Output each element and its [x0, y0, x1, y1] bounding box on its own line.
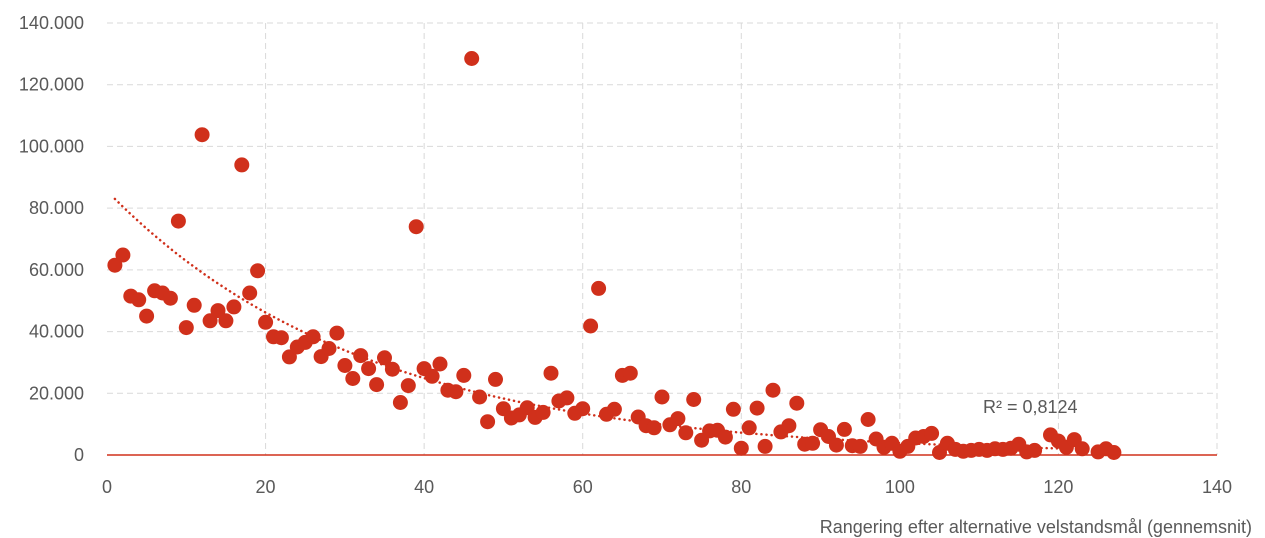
data-point — [583, 318, 599, 334]
data-point — [606, 401, 622, 417]
y-tick-label: 40.000 — [29, 322, 84, 342]
data-point — [273, 330, 289, 346]
data-point — [369, 377, 385, 393]
y-tick-label: 100.000 — [19, 136, 84, 156]
data-point — [337, 358, 353, 373]
data-point — [305, 329, 321, 345]
data-point — [345, 371, 361, 386]
data-point — [408, 219, 424, 235]
data-point — [218, 313, 234, 329]
x-axis-tick-labels: 0 20 40 60 80 100 120 140 — [102, 477, 1232, 497]
data-point — [765, 382, 781, 398]
data-point — [353, 348, 369, 364]
data-point — [622, 365, 638, 381]
x-tick-label: 40 — [414, 477, 434, 497]
data-point — [733, 440, 749, 456]
trendline — [113, 197, 1116, 452]
data-point — [488, 371, 503, 387]
data-point — [654, 389, 670, 405]
data-point — [242, 285, 258, 301]
x-tick-label: 0 — [102, 477, 112, 497]
data-point — [789, 395, 805, 411]
data-point — [464, 51, 480, 66]
data-point — [575, 401, 591, 417]
data-point — [178, 320, 194, 336]
x-tick-label: 140 — [1202, 477, 1232, 497]
data-point — [377, 350, 392, 366]
data-point — [448, 384, 464, 400]
data-point — [170, 213, 186, 229]
data-point — [749, 400, 765, 416]
y-tick-label: 20.000 — [29, 383, 84, 403]
data-point — [107, 257, 123, 273]
data-point — [456, 367, 472, 383]
x-tick-label: 80 — [731, 477, 751, 497]
data-point — [717, 429, 733, 445]
y-tick-label: 0 — [74, 445, 84, 465]
data-point — [852, 438, 868, 454]
gridlines — [107, 22, 1218, 455]
data-point — [226, 299, 242, 315]
data-point — [392, 395, 408, 410]
data-points — [107, 51, 1122, 460]
data-point — [162, 290, 178, 306]
data-point — [432, 356, 448, 372]
data-point — [115, 247, 131, 263]
x-tick-label: 100 — [885, 477, 915, 497]
y-tick-label: 80.000 — [29, 198, 84, 218]
data-point — [250, 263, 266, 279]
data-point — [329, 325, 345, 341]
trendline-group — [113, 197, 1116, 452]
data-point — [670, 411, 686, 427]
data-point — [210, 303, 226, 319]
data-point — [781, 418, 797, 434]
y-tick-label: 120.000 — [19, 75, 84, 95]
data-point — [400, 378, 416, 394]
data-point — [258, 314, 274, 330]
data-point — [480, 414, 496, 430]
y-axis-tick-labels: 0 20.000 40.000 60.000 80.000 100.000 120.000 1… — [19, 13, 84, 465]
data-point — [424, 368, 440, 384]
y-tick-label: 140.000 — [19, 13, 84, 33]
data-point — [924, 425, 940, 441]
y-tick-label: 60.000 — [29, 260, 84, 280]
data-point — [321, 341, 337, 356]
r-squared-label: R² = 0,8124 — [983, 397, 1078, 417]
data-point — [757, 438, 773, 454]
data-point — [1074, 441, 1090, 457]
data-point — [686, 392, 702, 407]
x-tick-label: 20 — [256, 477, 276, 497]
data-point — [361, 361, 377, 377]
data-point — [741, 420, 757, 436]
data-point — [234, 157, 250, 173]
data-point — [725, 401, 741, 417]
data-point — [139, 308, 155, 324]
data-point — [678, 425, 694, 441]
x-tick-label: 120 — [1043, 477, 1073, 497]
data-point — [543, 365, 559, 381]
data-point — [535, 404, 551, 420]
data-point — [194, 127, 210, 143]
data-point — [836, 421, 852, 437]
data-point — [646, 420, 662, 436]
data-point — [1027, 442, 1043, 458]
data-point — [591, 280, 607, 296]
data-point — [202, 313, 218, 329]
data-point — [186, 297, 202, 313]
data-point — [1106, 445, 1122, 460]
data-point — [828, 437, 844, 453]
data-point — [860, 412, 876, 427]
data-point — [559, 390, 575, 406]
data-point — [805, 435, 821, 451]
x-tick-label: 60 — [573, 477, 593, 497]
data-point — [384, 361, 400, 377]
x-axis-title: Rangering efter alternative velstandsmål… — [820, 517, 1252, 537]
data-point — [131, 292, 147, 308]
data-point — [472, 389, 488, 405]
